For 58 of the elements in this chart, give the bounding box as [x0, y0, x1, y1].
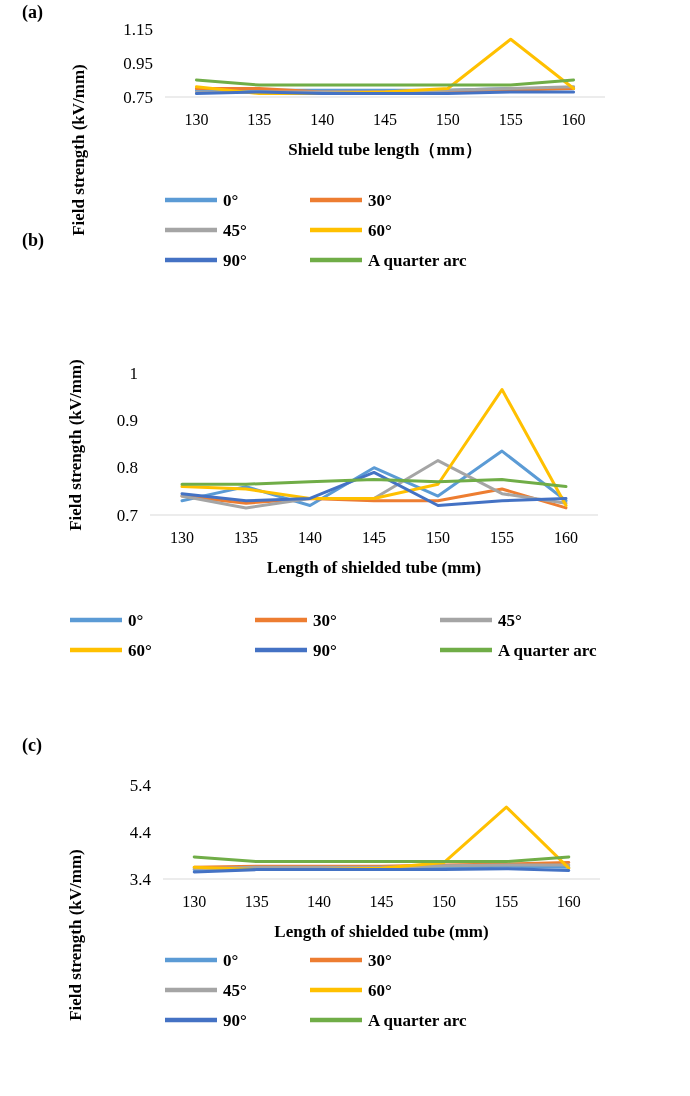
x-tick-label: 140 [310, 110, 335, 128]
x-tick-label: 160 [556, 892, 581, 910]
x-tick-label: 155 [490, 528, 514, 546]
legend-label: 90° [223, 1010, 247, 1030]
y-tick-label: 1 [129, 363, 138, 383]
x-tick-label: 130 [170, 528, 194, 546]
x-tick-label: 150 [431, 892, 456, 910]
legend-label: 0° [223, 950, 239, 970]
x-axis-title: Length of shielded tube (mm) [274, 921, 489, 941]
legend-label: 30° [313, 610, 337, 630]
y-tick-label: 1.15 [123, 19, 153, 39]
x-tick-label: 145 [373, 110, 397, 128]
legend-label: 90° [223, 250, 247, 270]
legend-label: 30° [368, 190, 392, 210]
x-tick-label: 160 [554, 528, 578, 546]
legend-label: A quarter arc [368, 250, 467, 270]
legend-label: A quarter arc [498, 640, 597, 660]
x-tick-label: 135 [234, 528, 258, 546]
legend-label: 45° [223, 980, 247, 1000]
y-tick-label: 4.4 [129, 822, 152, 842]
x-tick-label: 130 [184, 110, 209, 128]
x-tick-label: 160 [561, 110, 586, 128]
y-axis-title: Field strength (kV/mm) [68, 64, 88, 236]
y-tick-label: 5.4 [129, 775, 152, 795]
x-tick-label: 140 [307, 892, 332, 910]
chart-title: (c) [22, 735, 42, 756]
y-tick-label: 0.7 [116, 505, 139, 525]
y-axis-title: Field strength (kV/mm) [65, 849, 85, 1021]
legend-label: 0° [128, 610, 144, 630]
y-tick-label: 0.75 [123, 87, 153, 107]
chart-title: (a) [22, 2, 43, 23]
legend-label: 0° [223, 190, 239, 210]
y-tick-label: 0.95 [123, 53, 153, 73]
x-tick-label: 155 [498, 110, 523, 128]
chart-title: (b) [22, 230, 44, 251]
legend-label: A quarter arc [368, 1010, 467, 1030]
legend-label: 90° [313, 640, 337, 660]
x-tick-label: 145 [369, 892, 394, 910]
x-tick-label: 155 [494, 892, 519, 910]
legend-label: 60° [128, 640, 152, 660]
x-tick-label: 150 [426, 528, 450, 546]
legend-label: 45° [223, 220, 247, 240]
x-tick-label: 130 [182, 892, 207, 910]
x-axis-title: Length of shielded tube (mm) [266, 557, 482, 577]
x-tick-label: 135 [244, 892, 269, 910]
x-tick-label: 145 [362, 528, 386, 546]
x-tick-label: 150 [435, 110, 460, 128]
x-tick-label: 140 [298, 528, 322, 546]
legend-label: 60° [368, 220, 392, 240]
y-tick-label: 3.4 [129, 869, 152, 889]
y-axis-title: Field strength (kV/mm) [65, 359, 85, 531]
y-tick-label: 0.9 [116, 410, 138, 430]
legend-label: 45° [498, 610, 522, 630]
y-tick-label: 0.8 [116, 458, 138, 478]
x-axis-title: Shield tube length（mm） [288, 139, 482, 159]
x-tick-label: 135 [247, 110, 272, 128]
legend-label: 60° [368, 980, 392, 1000]
legend-label: 30° [368, 950, 392, 970]
